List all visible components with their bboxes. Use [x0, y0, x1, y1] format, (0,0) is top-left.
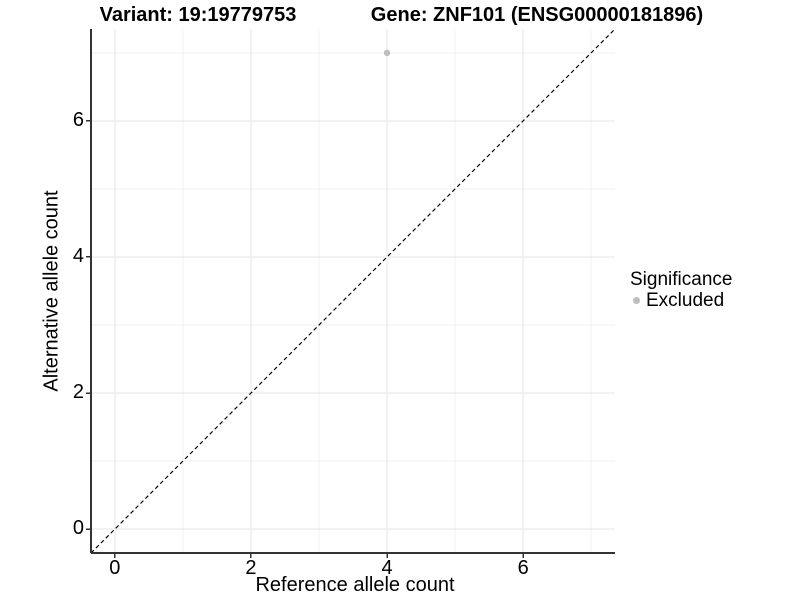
x-tick-label: 2 — [245, 557, 257, 579]
x-axis-label: Reference allele count — [255, 574, 455, 596]
legend: Significance Excluded — [630, 269, 733, 311]
y-tick-label: 0 — [72, 517, 84, 540]
legend-dot-icon — [633, 297, 640, 304]
gene-title: Gene: ZNF101 (ENSG00000181896) — [370, 4, 704, 26]
y-tick-label: 2 — [72, 381, 84, 404]
x-tick-label: 0 — [109, 557, 121, 579]
variant-title: Variant: 19:19779753 — [99, 4, 297, 26]
y-tick-label: 6 — [72, 108, 84, 131]
legend-title: Significance — [630, 269, 733, 290]
legend-item-label: Excluded — [646, 290, 725, 311]
x-tick-label: 4 — [381, 557, 393, 579]
identity-line — [90, 28, 616, 554]
legend-items: Excluded — [630, 290, 732, 311]
y-tick-label: 4 — [72, 244, 84, 267]
legend-item: Excluded — [630, 290, 732, 311]
data-point — [383, 49, 391, 57]
x-tick-label: 6 — [517, 557, 529, 579]
